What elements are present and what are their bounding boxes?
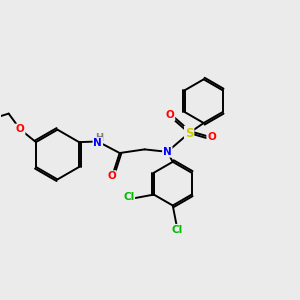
Text: S: S xyxy=(185,127,194,140)
Text: N: N xyxy=(94,138,102,148)
Text: H: H xyxy=(95,133,103,142)
Text: O: O xyxy=(166,110,174,120)
Text: Cl: Cl xyxy=(172,225,183,235)
Text: O: O xyxy=(16,124,25,134)
Text: N: N xyxy=(163,147,172,157)
Text: O: O xyxy=(107,171,116,181)
Text: O: O xyxy=(207,132,216,142)
Text: Cl: Cl xyxy=(123,192,134,202)
